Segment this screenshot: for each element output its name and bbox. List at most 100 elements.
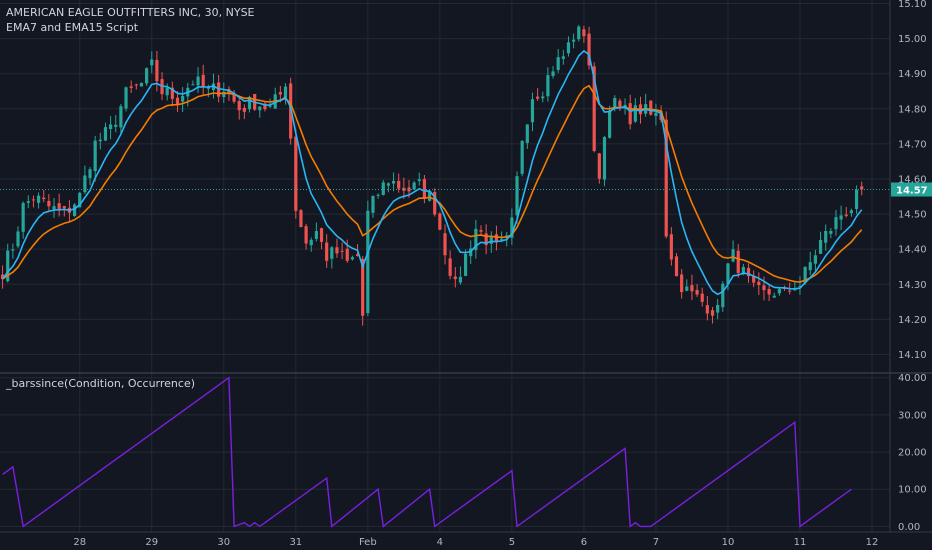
price-candles[interactable] [0, 24, 864, 326]
candle-body[interactable] [155, 59, 159, 82]
candle-body[interactable] [710, 310, 715, 316]
candle-body[interactable] [746, 267, 751, 277]
candle-body[interactable] [57, 203, 61, 210]
candle-body[interactable] [829, 231, 833, 234]
price-axis[interactable]: 14.10 14.20 14.30 14.40 14.50 14.60 14.70 14.80… [889, 0, 927, 532]
candle-body[interactable] [330, 247, 334, 259]
candle-body[interactable] [242, 107, 246, 112]
candle-body[interactable] [762, 285, 766, 291]
indicator-axis[interactable]: 0.00 10.00 20.00 30.00 40.00 [898, 373, 927, 533]
candle-body[interactable] [222, 91, 226, 98]
candle-body[interactable] [669, 234, 673, 260]
indicator-legend-barssince[interactable]: _barssince(Condition, Occurrence) [5, 377, 195, 390]
candle-body[interactable] [628, 103, 632, 125]
candle-body[interactable] [345, 248, 349, 261]
candle-body[interactable] [73, 204, 77, 217]
candle-body[interactable] [397, 180, 401, 189]
candle-body[interactable] [350, 257, 354, 260]
candle-body[interactable] [736, 250, 740, 274]
candle-body[interactable] [824, 231, 828, 243]
candle-body[interactable] [484, 233, 488, 245]
candle-body[interactable] [376, 194, 380, 196]
candle-body[interactable] [129, 86, 133, 88]
candle-body[interactable] [433, 191, 437, 215]
candle-body[interactable] [16, 231, 20, 247]
candle-body[interactable] [258, 106, 262, 111]
candle-body[interactable] [6, 250, 10, 282]
candle-body[interactable] [438, 213, 442, 230]
candle-body[interactable] [834, 217, 838, 230]
candle-body[interactable] [237, 100, 241, 111]
candle-body[interactable] [556, 57, 560, 70]
candle-body[interactable] [525, 124, 529, 143]
candle-body[interactable] [175, 97, 180, 105]
candle-body[interactable] [278, 92, 282, 95]
candle-body[interactable] [247, 96, 252, 110]
candle-body[interactable] [371, 195, 375, 213]
candle-body[interactable] [705, 305, 709, 314]
candle-body[interactable] [88, 169, 92, 179]
candle-body[interactable] [0, 274, 5, 279]
candle-body[interactable] [402, 187, 406, 191]
candle-body[interactable] [808, 262, 812, 271]
candle-body[interactable] [83, 175, 87, 193]
candle-body[interactable] [613, 98, 617, 109]
candle-body[interactable] [489, 236, 493, 244]
candle-body[interactable] [191, 84, 195, 86]
candle-body[interactable] [752, 276, 756, 283]
candle-body[interactable] [721, 283, 725, 308]
candle-body[interactable] [206, 87, 210, 89]
candle-body[interactable] [21, 203, 25, 232]
candle-body[interactable] [618, 100, 622, 107]
candle-body[interactable] [93, 140, 97, 172]
candle-body[interactable] [124, 87, 128, 109]
candle-body[interactable] [860, 186, 864, 190]
candle-body[interactable] [597, 153, 601, 179]
candle-body[interactable] [62, 206, 66, 209]
candle-body[interactable] [268, 105, 272, 107]
candle-body[interactable] [31, 199, 36, 201]
candle-body[interactable] [499, 238, 504, 240]
candle-body[interactable] [283, 86, 288, 98]
candle-body[interactable] [726, 263, 730, 285]
candle-body[interactable] [170, 87, 174, 99]
candle-body[interactable] [674, 256, 679, 277]
candle-body[interactable] [196, 76, 200, 86]
candle-body[interactable] [165, 87, 169, 96]
candle-body[interactable] [47, 200, 51, 207]
candle-body[interactable] [453, 276, 457, 280]
candle-body[interactable] [109, 124, 113, 130]
candle-body[interactable] [139, 82, 144, 87]
candle-body[interactable] [844, 214, 848, 216]
candle-body[interactable] [304, 226, 308, 244]
candle-body[interactable] [299, 210, 303, 227]
candle-body[interactable] [608, 110, 612, 138]
candle-body[interactable] [818, 240, 823, 254]
candle-body[interactable] [510, 217, 514, 238]
candle-body[interactable] [680, 274, 684, 293]
candle-body[interactable] [530, 99, 535, 123]
candle-body[interactable] [386, 183, 391, 186]
candle-body[interactable] [319, 228, 324, 242]
candle-body[interactable] [458, 276, 463, 283]
candle-body[interactable] [145, 68, 149, 84]
candle-body[interactable] [366, 210, 370, 314]
candle-body[interactable] [217, 82, 221, 97]
candle-body[interactable] [98, 139, 102, 142]
candle-body[interactable] [119, 106, 123, 128]
candle-body[interactable] [443, 233, 447, 256]
candle-body[interactable] [427, 190, 432, 201]
candle-body[interactable] [474, 228, 478, 251]
candle-body[interactable] [463, 253, 468, 276]
indicator-legend-ema[interactable]: EMA7 and EMA15 Script [6, 21, 139, 34]
candle-body[interactable] [788, 290, 792, 292]
candle-body[interactable] [757, 281, 761, 286]
candle-body[interactable] [361, 258, 365, 316]
candle-body[interactable] [134, 84, 138, 86]
candle-body[interactable] [772, 295, 776, 298]
candle-body[interactable] [793, 288, 797, 291]
candle-body[interactable] [181, 95, 185, 102]
candle-body[interactable] [479, 230, 483, 232]
candle-body[interactable] [340, 250, 344, 252]
